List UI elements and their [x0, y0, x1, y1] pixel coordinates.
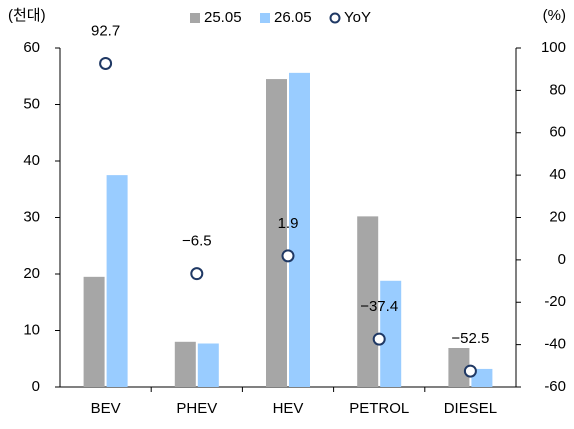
legend-label: YoY: [344, 9, 371, 26]
value-label: −37.4: [360, 298, 398, 315]
y-tick-label: 50: [23, 95, 40, 112]
legend-swatch: [190, 13, 200, 23]
value-label: 1.9: [278, 215, 299, 232]
x-tick-label: PHEV: [176, 400, 217, 417]
y-axis-label: (천대): [8, 7, 46, 24]
x-tick-label: HEV: [273, 400, 304, 417]
legend-label: 26.05: [274, 9, 312, 26]
bar: [266, 79, 287, 387]
y2-tick-label: 60: [549, 124, 566, 141]
value-label: −52.5: [451, 330, 489, 347]
yoy-marker: [372, 332, 386, 346]
y2-tick-label: 80: [549, 81, 566, 98]
y2-axis-label: (%): [543, 7, 566, 24]
yoy-marker: [281, 249, 295, 263]
bar: [197, 343, 219, 387]
x-tick-label: BEV: [91, 400, 121, 417]
bar: [471, 368, 493, 387]
y-tick-label: 20: [23, 265, 40, 282]
y-tick-label: 60: [23, 39, 40, 56]
bar: [289, 72, 310, 388]
y2-tick-label: 40: [549, 166, 566, 183]
y2-tick-label: 100: [541, 39, 566, 56]
legend-marker: [329, 12, 341, 24]
value-label: 92.7: [91, 22, 120, 39]
yoy-marker: [99, 56, 113, 70]
bar: [380, 280, 402, 387]
bar: [106, 175, 128, 387]
value-label: −6.5: [182, 233, 212, 250]
yoy-marker: [463, 364, 477, 378]
bar: [448, 348, 470, 387]
y-tick-label: 10: [23, 321, 40, 338]
bar: [357, 216, 379, 387]
y2-tick-label: -20: [544, 293, 566, 310]
x-tick-label: DIESEL: [444, 400, 497, 417]
yoy-marker: [190, 267, 204, 281]
y2-tick-label: -60: [544, 378, 566, 395]
legend-label: 25.05: [204, 9, 242, 26]
y2-tick-label: -40: [544, 336, 566, 353]
x-tick-label: PETROL: [349, 400, 409, 417]
y-tick-label: 40: [23, 152, 40, 169]
y-tick-label: 30: [23, 208, 40, 225]
y2-tick-label: 20: [549, 208, 566, 225]
bar: [83, 276, 105, 387]
bar: [174, 341, 196, 387]
y2-tick-label: 0: [558, 251, 566, 268]
y-tick-label: 0: [32, 378, 40, 395]
legend-swatch: [260, 13, 270, 23]
